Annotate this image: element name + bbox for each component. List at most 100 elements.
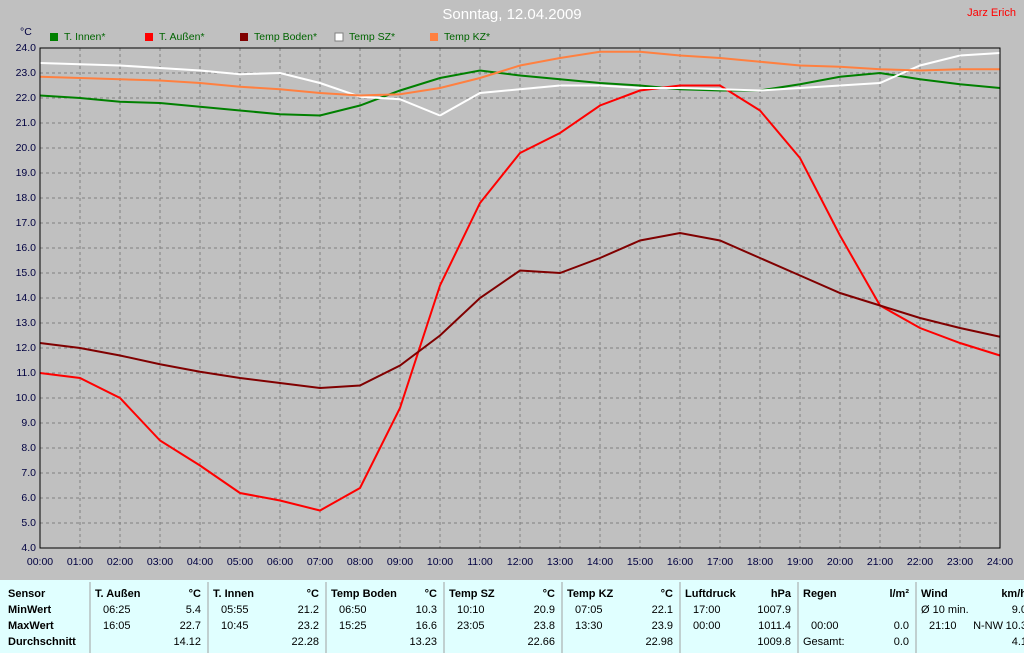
cell-time: 13:30: [575, 620, 603, 632]
cell-value: 14.12: [173, 636, 201, 648]
stats-background: [0, 580, 1024, 653]
x-tick-label: 05:00: [227, 556, 253, 568]
x-tick-label: 24:00: [987, 556, 1013, 568]
y-tick-label: 8.0: [21, 442, 36, 454]
cell-value: 21.2: [298, 604, 319, 616]
x-tick-label: 20:00: [827, 556, 853, 568]
column-unit: °C: [543, 588, 555, 600]
cell-time: 00:00: [811, 620, 839, 632]
cell-value: 22.66: [527, 636, 555, 648]
legend-label: T. Innen*: [64, 31, 105, 43]
x-tick-label: 23:00: [947, 556, 973, 568]
cell-value: 23.9: [652, 620, 673, 632]
y-tick-label: 18.0: [16, 192, 37, 204]
y-unit: °C: [20, 26, 32, 38]
cell-value: 22.28: [291, 636, 319, 648]
cell-time: 00:00: [693, 620, 721, 632]
cell-value: 22.98: [645, 636, 673, 648]
cell-value: 23.8: [534, 620, 555, 632]
y-tick-label: 4.0: [21, 542, 36, 554]
x-tick-label: 00:00: [27, 556, 53, 568]
y-tick-label: 11.0: [16, 367, 36, 379]
y-tick-label: 6.0: [21, 492, 36, 504]
y-tick-label: 12.0: [16, 342, 37, 354]
y-tick-label: 20.0: [16, 142, 37, 154]
column-unit: km/h: [1001, 588, 1024, 600]
column-header: Wind: [921, 588, 948, 600]
cell-time: 06:25: [103, 604, 131, 616]
cell-value: 1011.4: [758, 620, 791, 632]
y-tick-label: 15.0: [16, 267, 37, 279]
legend-label: Temp Boden*: [254, 31, 317, 43]
series-line: [39, 231, 1001, 390]
x-tick-label: 18:00: [747, 556, 773, 568]
cell-value: 9.0: [1012, 604, 1024, 616]
cell-value: 0.0: [894, 620, 909, 632]
cell-value: 5.4: [186, 604, 201, 616]
legend-swatch: [334, 32, 344, 42]
cell-time: 16:05: [103, 620, 131, 632]
x-tick-label: 14:00: [587, 556, 613, 568]
x-tick-label: 02:00: [107, 556, 133, 568]
cell-value: 10.3: [416, 604, 437, 616]
cell-value: 20.9: [534, 604, 555, 616]
x-tick-label: 22:00: [907, 556, 933, 568]
legend-label: Temp SZ*: [349, 31, 395, 43]
x-tick-label: 06:00: [267, 556, 293, 568]
y-tick-label: 7.0: [21, 467, 36, 479]
column-unit: °C: [425, 588, 437, 600]
x-tick-label: 09:00: [387, 556, 413, 568]
y-tick-label: 21.0: [16, 117, 37, 129]
cell-value: 22.1: [652, 604, 673, 616]
cell-time: 10:45: [221, 620, 249, 632]
row-label: Durchschnitt: [8, 636, 76, 648]
y-tick-label: 19.0: [16, 167, 37, 179]
y-tick-label: 10.0: [16, 392, 37, 404]
cell-time: 05:55: [221, 604, 249, 616]
legend-swatch: [145, 33, 153, 41]
x-tick-label: 19:00: [787, 556, 813, 568]
cell-value: 10.3: [1006, 620, 1024, 632]
cell-value: 13.23: [409, 636, 437, 648]
series-line: [39, 52, 1001, 117]
y-tick-label: 16.0: [16, 242, 37, 254]
cell-label: Gesamt:: [803, 636, 845, 648]
cell-value: 0.0: [894, 636, 909, 648]
column-unit: °C: [661, 588, 673, 600]
column-unit: °C: [189, 588, 201, 600]
column-unit: °C: [307, 588, 319, 600]
row-label: Sensor: [8, 588, 46, 600]
series-line: [39, 69, 1001, 117]
x-tick-label: 03:00: [147, 556, 173, 568]
cell-direction: N-NW: [973, 620, 1004, 632]
cell-value: 4.1: [1012, 636, 1024, 648]
x-tick-label: 04:00: [187, 556, 213, 568]
y-tick-label: 5.0: [21, 517, 36, 529]
cell-time: 17:00: [693, 604, 721, 616]
x-tick-label: 13:00: [547, 556, 573, 568]
plot-frame: [39, 47, 1001, 549]
column-header: Temp Boden: [331, 588, 397, 600]
cell-label: Ø 10 min.: [921, 604, 969, 616]
row-label: MinWert: [8, 604, 52, 616]
column-header: Luftdruck: [685, 588, 737, 600]
chart-title: Sonntag, 12.04.2009: [442, 6, 581, 23]
cell-time: 07:05: [575, 604, 603, 616]
author: Jarz Erich: [967, 7, 1016, 19]
cell-value: 23.2: [298, 620, 319, 632]
row-label: MaxWert: [8, 620, 54, 632]
column-header: Temp SZ: [449, 588, 495, 600]
y-tick-label: 13.0: [16, 317, 37, 329]
column-header: T. Innen: [213, 588, 254, 600]
column-unit: hPa: [771, 588, 792, 600]
column-header: T. Außen: [95, 588, 141, 600]
column-unit: l/m²: [889, 588, 909, 600]
cell-time: 15:25: [339, 620, 367, 632]
x-tick-label: 01:00: [67, 556, 93, 568]
x-tick-label: 10:00: [427, 556, 453, 568]
y-tick-label: 23.0: [16, 67, 37, 79]
x-tick-label: 17:00: [707, 556, 733, 568]
cell-value: 22.7: [180, 620, 201, 632]
